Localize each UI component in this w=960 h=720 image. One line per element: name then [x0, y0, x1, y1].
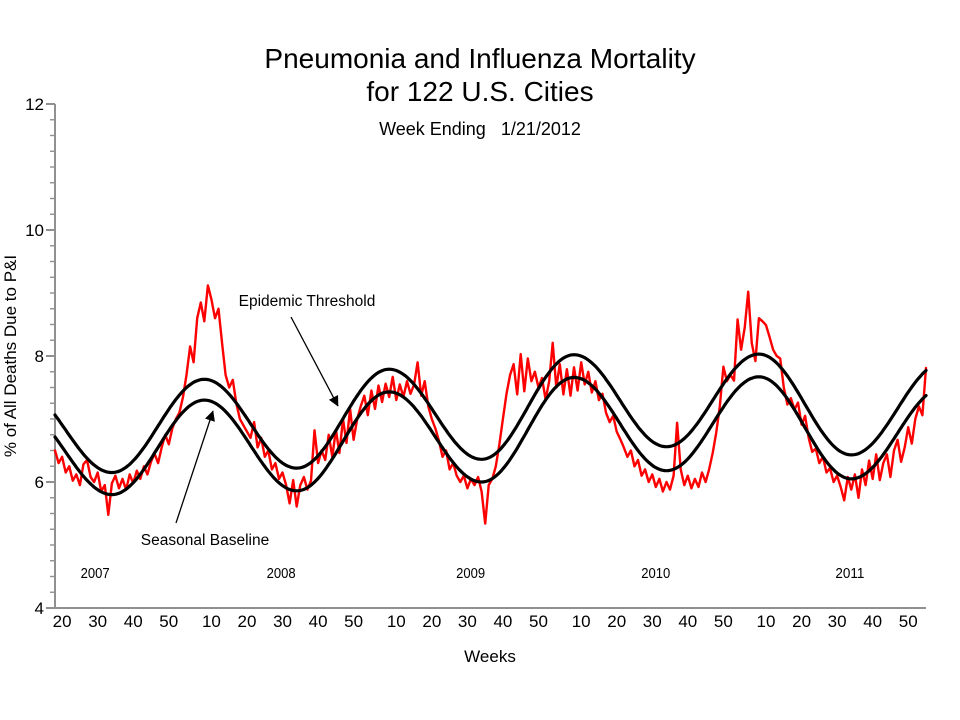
year-label: 2010 [641, 566, 670, 582]
x-tick-label: 20 [238, 612, 257, 631]
x-tick-label: 30 [88, 612, 107, 631]
x-tick-label: 40 [493, 612, 512, 631]
y-axis-title: % of All Deaths Due to P&I [1, 255, 20, 457]
annotation-label: Epidemic Threshold [239, 293, 376, 310]
x-tick-label: 30 [458, 612, 477, 631]
x-tick-label: 30 [643, 612, 662, 631]
y-axis-ticks: 4 6 8 10 12 [25, 95, 55, 618]
chart-title-line2: for 122 U.S. Cities [366, 76, 594, 107]
x-tick-label: 10 [757, 612, 776, 631]
x-tick-label: 40 [309, 612, 328, 631]
observed-mortality-line [53, 284, 928, 525]
x-tick-label: 50 [899, 612, 918, 631]
seasonal-baseline-line [53, 375, 928, 497]
chart-title-line1: Pneumonia and Influenza Mortality [264, 43, 696, 74]
x-tick-label: 20 [422, 612, 441, 631]
chart-subtitle-week-ending: Week Ending 1/21/2012 [379, 119, 581, 139]
x-tick-label: 20 [792, 612, 811, 631]
chart-plot-area: 4 6 8 10 12 20 30 40 50 10 20 30 40 50 10 20 30 40 50 10 20 3… [1, 95, 928, 666]
year-label: 2007 [81, 566, 110, 582]
annotation-label: Seasonal Baseline [141, 532, 269, 549]
x-tick-label: 50 [529, 612, 548, 631]
annotation-seasonal-baseline: Seasonal Baseline [141, 410, 269, 549]
year-label: 2008 [267, 566, 296, 582]
x-tick-label: 30 [828, 612, 847, 631]
x-tick-label: 30 [273, 612, 292, 631]
y-tick-label: 12 [25, 95, 44, 114]
year-label: 2011 [835, 566, 864, 582]
x-tick-label: 40 [863, 612, 882, 631]
x-tick-label: 40 [678, 612, 697, 631]
x-tick-label: 20 [53, 612, 72, 631]
x-tick-label: 10 [572, 612, 591, 631]
annotation-arrow [175, 410, 215, 524]
x-tick-label: 50 [714, 612, 733, 631]
y-tick-label: 6 [35, 473, 44, 492]
x-tick-label: 50 [344, 612, 363, 631]
y-tick-label: 4 [35, 599, 44, 618]
annotation-epidemic-threshold: Epidemic Threshold [239, 293, 376, 407]
x-axis-title: Weeks [464, 647, 516, 666]
annotation-arrow [290, 316, 339, 407]
epidemic-threshold-line [53, 352, 928, 475]
y-tick-label: 8 [35, 347, 44, 366]
x-tick-label: 10 [387, 612, 406, 631]
chart-title-block: Pneumonia and Influenza Mortality for 12… [0, 42, 960, 139]
x-tick-label: 20 [607, 612, 626, 631]
x-tick-label: 40 [124, 612, 143, 631]
x-axis-ticks: 20 30 40 50 10 20 30 40 50 10 20 30 40 50 10 20 30 40 50 10… [53, 612, 918, 631]
x-tick-label: 10 [202, 612, 221, 631]
x-tick-label: 50 [159, 612, 178, 631]
year-label: 2009 [456, 566, 485, 582]
y-tick-label: 10 [25, 221, 44, 240]
